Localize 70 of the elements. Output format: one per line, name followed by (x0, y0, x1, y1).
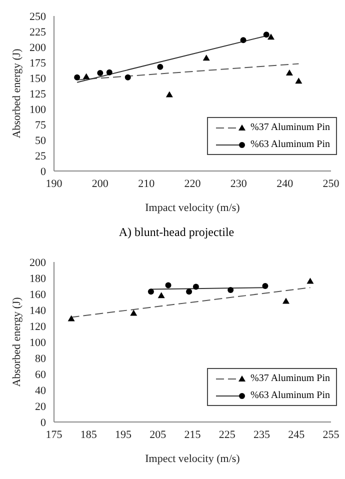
y-tick-label: 200 (30, 256, 46, 269)
y-tick-label: 0 (40, 166, 46, 178)
point (192, 284, 199, 290)
point (97, 70, 104, 76)
point (124, 74, 131, 80)
y-tick-label: 225 (30, 26, 46, 38)
y-tick-label: 25 (35, 150, 46, 162)
y-tick-label: 200 (30, 42, 46, 54)
y-tick-label: 120 (30, 320, 46, 333)
point (74, 74, 80, 80)
point (306, 278, 314, 284)
x-tick-label: 230 (230, 178, 248, 190)
point (295, 78, 302, 84)
y-tick-label: 80 (35, 352, 46, 365)
y-tick-label: 125 (30, 88, 46, 100)
y-tick-label: 60 (35, 368, 46, 381)
x-tick-label: 205 (150, 428, 167, 441)
x-tick-label: 220 (184, 178, 202, 190)
y-tick-label: 140 (30, 304, 46, 317)
point (165, 282, 172, 288)
y-tick-label: 250 (30, 10, 46, 23)
point (82, 73, 90, 80)
x-tick-label: 225 (218, 428, 236, 441)
y-axis-title: Absorbed energy (J) (10, 296, 23, 387)
legend-label: %37 Aluminum Pin (250, 372, 330, 386)
x-tick-label: 200 (92, 178, 109, 190)
x-tick-label: 190 (46, 178, 63, 190)
x-tick-label: 210 (138, 178, 156, 190)
x-tick-label: 250 (322, 178, 340, 190)
legend-label: %63 Aluminum Pin (250, 389, 330, 403)
x-tick-label: 255 (322, 428, 340, 441)
y-tick-label: 160 (30, 288, 46, 301)
point (263, 32, 270, 38)
point (202, 54, 210, 61)
point (186, 288, 192, 295)
x-tick-label: 215 (184, 428, 202, 441)
point (158, 292, 165, 298)
legend-label: %37 Aluminum Pin (250, 121, 330, 135)
y-tick-label: 100 (30, 104, 46, 116)
y-tick-label: 50 (35, 134, 46, 147)
x-axis-title: Impact velocity (m/s) (145, 202, 240, 214)
y-tick-label: 100 (30, 336, 46, 349)
point (166, 91, 173, 98)
point (267, 34, 274, 40)
point (286, 70, 293, 76)
point (262, 283, 268, 289)
point (130, 310, 138, 316)
y-tick-label: 180 (30, 272, 46, 285)
point (240, 37, 246, 44)
x-axis-title: Impect velocity (m/s) (145, 453, 240, 465)
y-tick-label: 150 (30, 72, 46, 85)
point (282, 298, 290, 304)
y-tick-label: 20 (35, 400, 46, 413)
x-tick-label: 240 (276, 178, 294, 190)
x-tick-label: 195 (115, 428, 132, 441)
point (106, 69, 112, 76)
text: A) blunt-head projectile (118, 225, 236, 240)
x-tick-label: 235 (254, 428, 270, 441)
point (157, 64, 164, 70)
y-tick-label: 75 (35, 119, 46, 132)
x-tick-label: 245 (288, 428, 306, 441)
x-tick-label: 185 (80, 428, 98, 441)
point (228, 287, 234, 293)
y-tick-label: 0 (40, 416, 46, 429)
y-tick-label: 40 (35, 384, 46, 397)
y-axis-title: Absorbed energy (J) (10, 48, 23, 138)
legend-label: %63 Aluminum Pin (250, 138, 330, 152)
point (148, 288, 154, 295)
point (68, 315, 75, 322)
y-tick-label: 175 (30, 57, 46, 70)
